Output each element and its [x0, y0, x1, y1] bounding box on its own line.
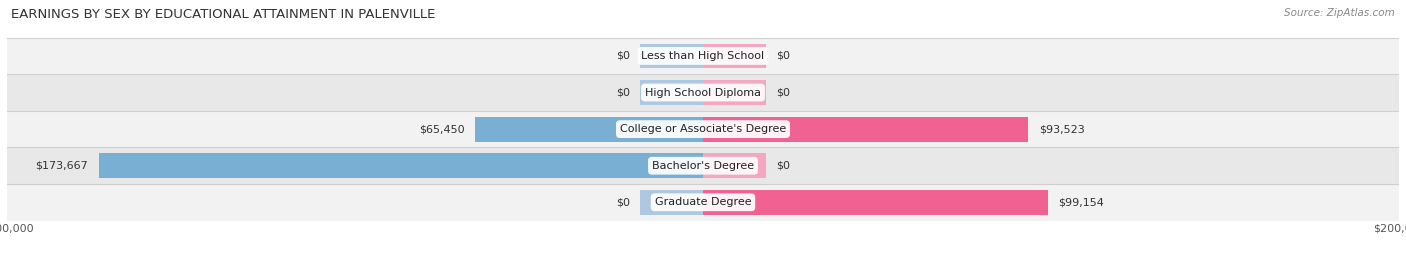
Text: $0: $0	[776, 161, 790, 171]
Text: $99,154: $99,154	[1059, 197, 1104, 207]
Text: $0: $0	[776, 87, 790, 98]
Text: $93,523: $93,523	[1039, 124, 1084, 134]
Bar	[703, 117, 1028, 141]
Text: $0: $0	[616, 197, 630, 207]
Text: Graduate Degree: Graduate Degree	[655, 197, 751, 207]
Bar	[7, 184, 1399, 221]
Text: $173,667: $173,667	[35, 161, 89, 171]
Bar	[7, 147, 1399, 184]
Bar	[98, 153, 703, 178]
Text: College or Associate's Degree: College or Associate's Degree	[620, 124, 786, 134]
Text: EARNINGS BY SEX BY EDUCATIONAL ATTAINMENT IN PALENVILLE: EARNINGS BY SEX BY EDUCATIONAL ATTAINMEN…	[11, 8, 436, 21]
Bar	[703, 190, 1047, 215]
Text: $0: $0	[616, 87, 630, 98]
Text: $0: $0	[776, 51, 790, 61]
Bar	[703, 153, 766, 178]
Bar	[703, 44, 766, 68]
Bar	[7, 74, 1399, 111]
Text: Source: ZipAtlas.com: Source: ZipAtlas.com	[1284, 8, 1395, 18]
Bar	[7, 111, 1399, 147]
Text: $0: $0	[616, 51, 630, 61]
Bar	[640, 80, 703, 105]
Bar	[703, 80, 766, 105]
Bar	[640, 44, 703, 68]
Text: Bachelor's Degree: Bachelor's Degree	[652, 161, 754, 171]
Text: High School Diploma: High School Diploma	[645, 87, 761, 98]
Bar	[640, 190, 703, 215]
Text: $65,450: $65,450	[419, 124, 465, 134]
Text: Less than High School: Less than High School	[641, 51, 765, 61]
Bar	[7, 38, 1399, 74]
Bar	[475, 117, 703, 141]
